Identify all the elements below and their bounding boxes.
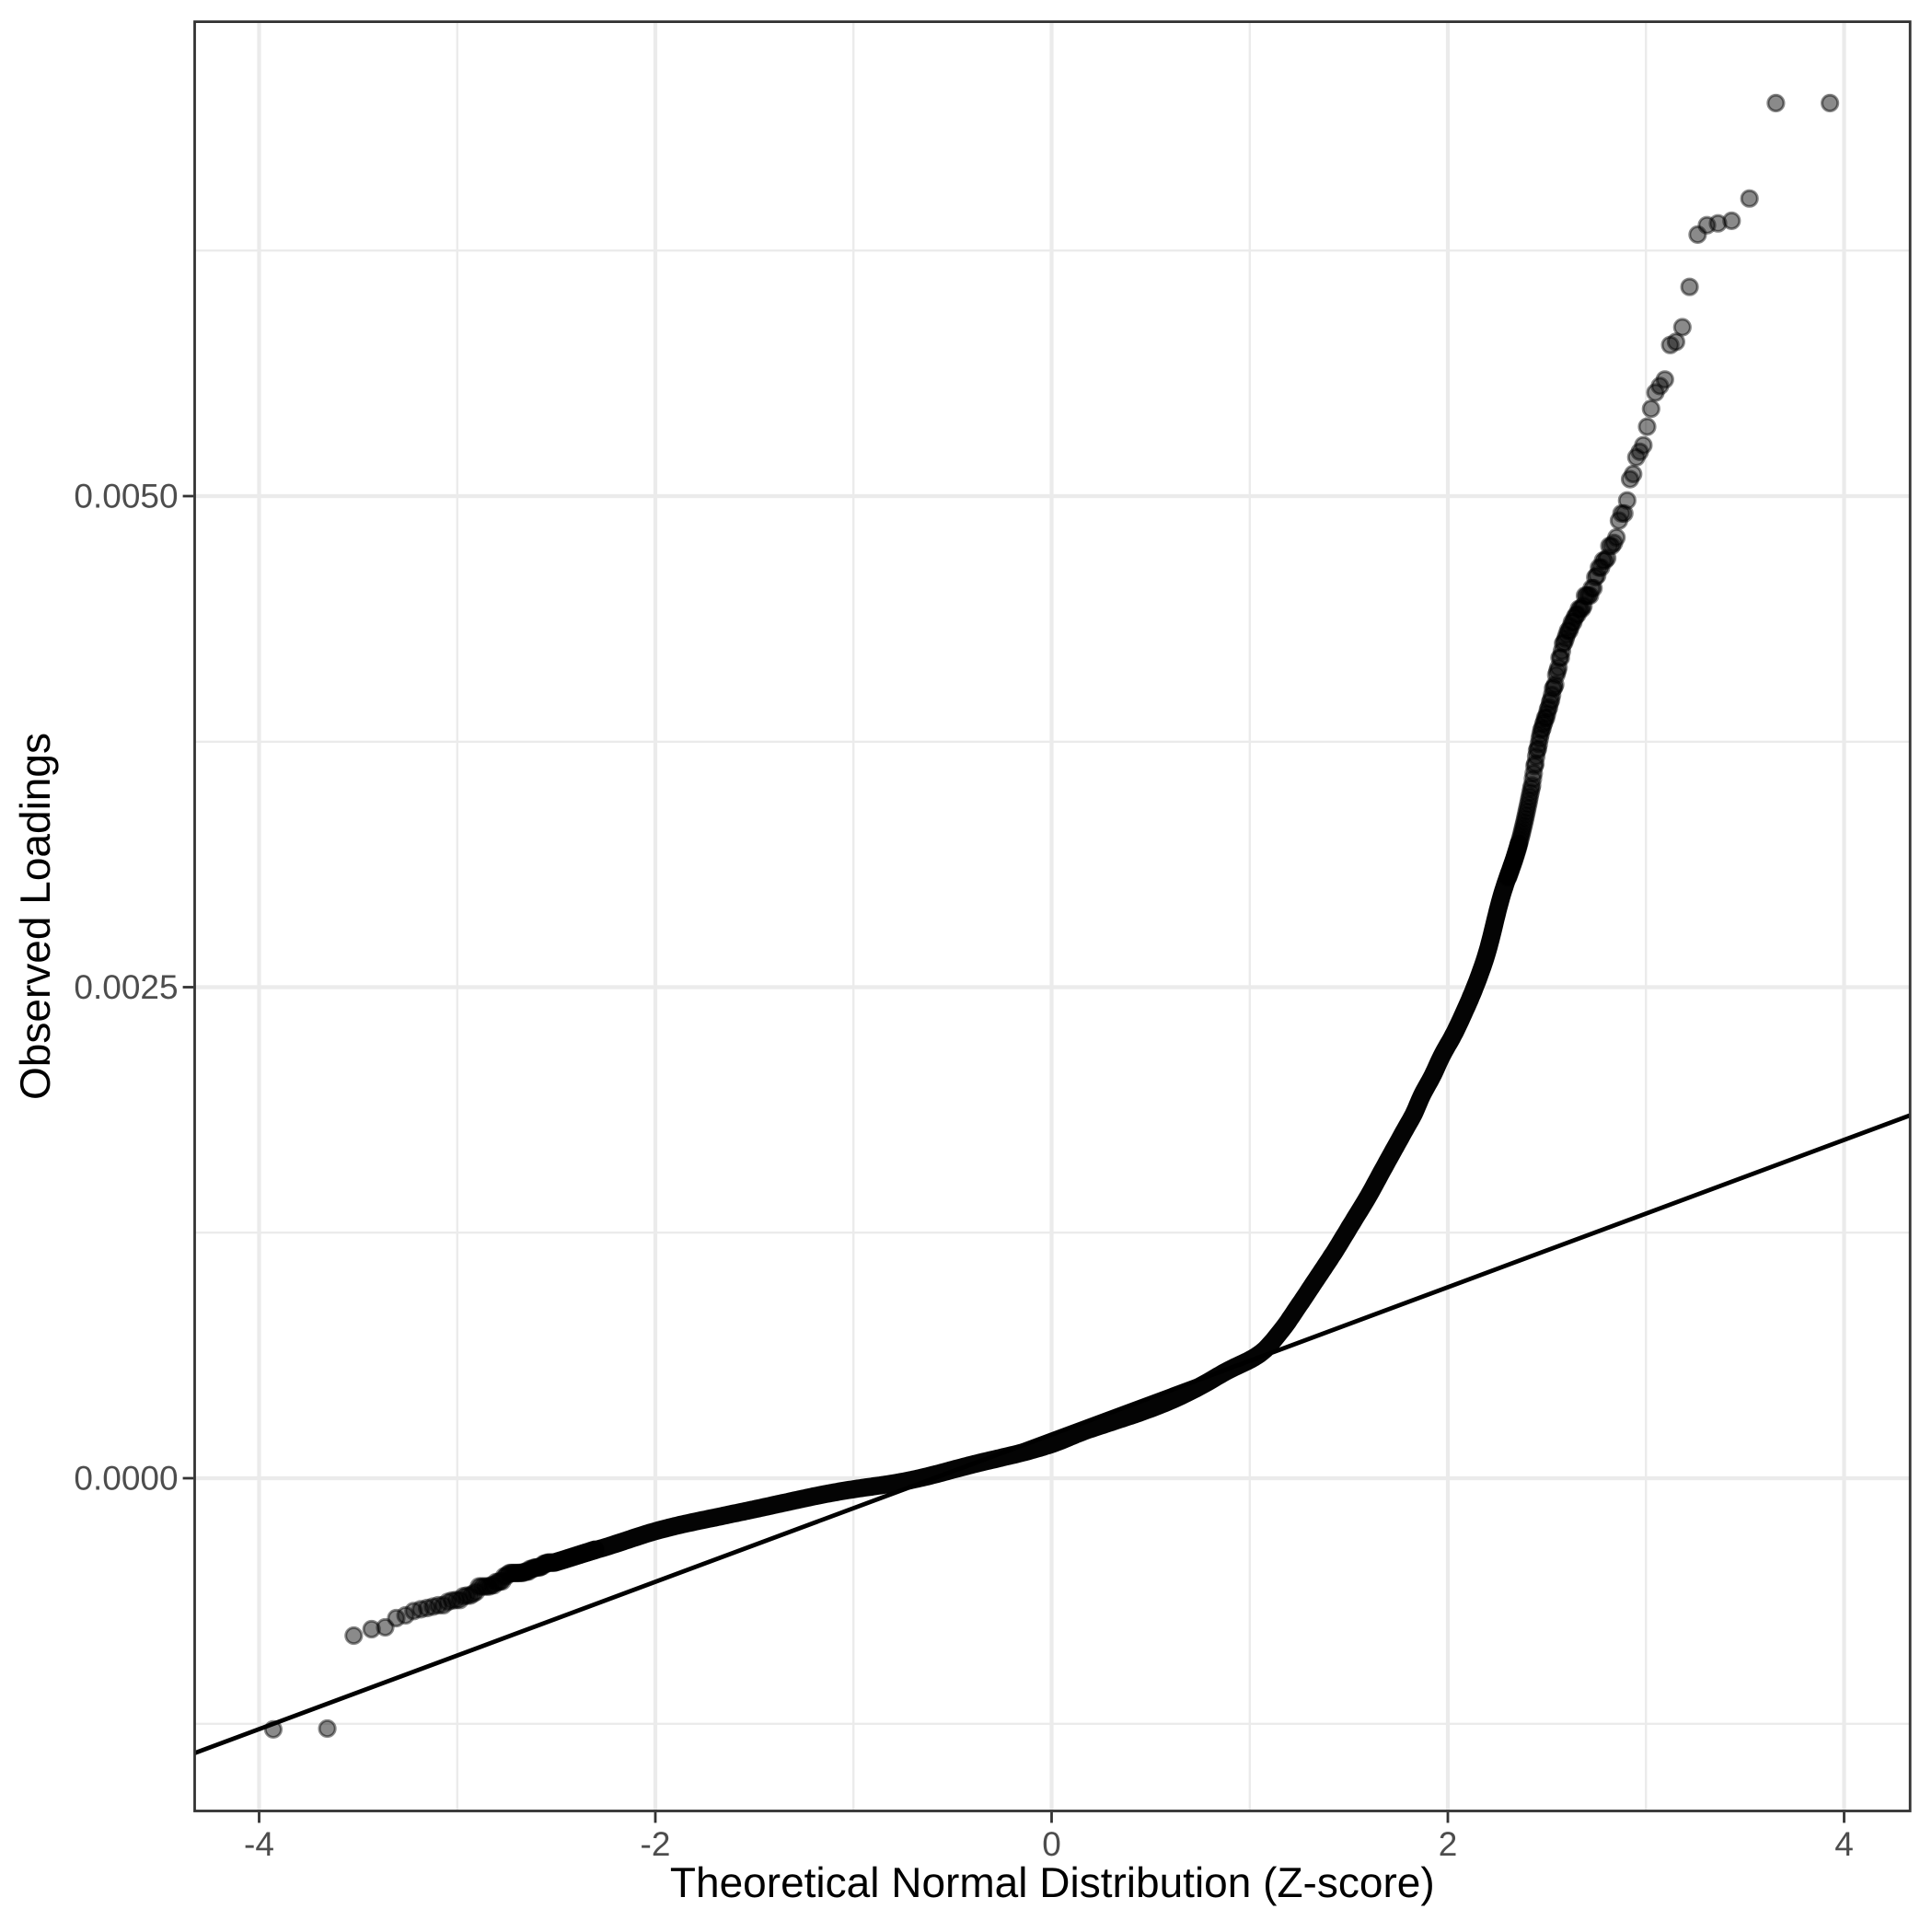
svg-text:0.0000: 0.0000 [74, 1460, 178, 1498]
svg-text:-2: -2 [641, 1825, 671, 1863]
svg-text:Observed Loadings: Observed Loadings [11, 733, 59, 1100]
svg-text:4: 4 [1834, 1825, 1854, 1863]
svg-text:0.0025: 0.0025 [74, 968, 178, 1006]
svg-text:2: 2 [1439, 1825, 1458, 1863]
svg-text:Theoretical Normal Distributio: Theoretical Normal Distribution (Z-score… [670, 1858, 1435, 1906]
svg-text:0.0050: 0.0050 [74, 478, 178, 515]
svg-text:-4: -4 [244, 1825, 274, 1863]
svg-text:0: 0 [1042, 1825, 1061, 1863]
